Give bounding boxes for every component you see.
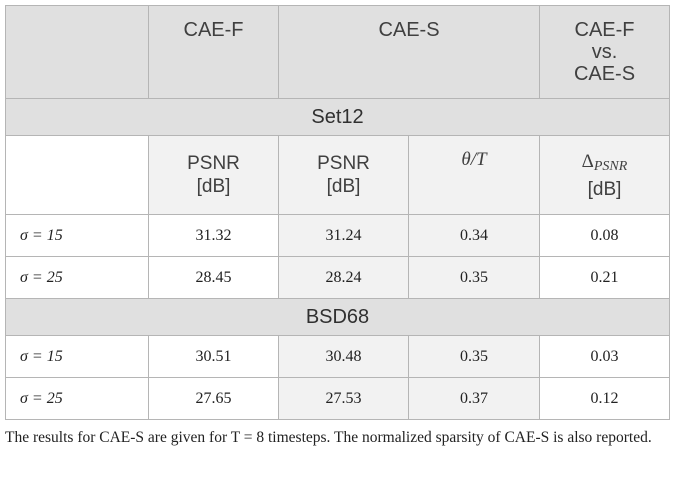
header-cae-f: CAE-F — [148, 5, 279, 99]
sigma-cell: σ = 15 — [5, 214, 149, 257]
subheader-empty-cell — [5, 135, 149, 215]
psnr-f-cell: 27.65 — [148, 377, 279, 420]
psnr-f-cell: 28.45 — [148, 256, 279, 299]
psnr-s-cell: 27.53 — [278, 377, 409, 420]
psnr-s-cell: 31.24 — [278, 214, 409, 257]
delta-cell: 0.03 — [539, 335, 670, 378]
header-cae-s: CAE-S — [278, 5, 540, 99]
theta-cell: 0.37 — [408, 377, 540, 420]
psnr-s-cell: 28.24 — [278, 256, 409, 299]
header-cae-f-vs-cae-s: CAE-F vs. CAE-S — [539, 5, 670, 99]
table-row: σ = 25 28.45 28.24 0.35 0.21 — [5, 256, 670, 299]
header-vs-line3: CAE-S — [573, 63, 636, 85]
sigma-cell: σ = 25 — [5, 377, 149, 420]
table-row: σ = 15 31.32 31.24 0.34 0.08 — [5, 214, 670, 257]
results-table: CAE-F CAE-S CAE-F vs. CAE-S Set12 PSNR [d… — [5, 5, 670, 420]
sigma-cell: σ = 15 — [5, 335, 149, 378]
theta-cell: 0.35 — [408, 256, 540, 299]
subheader-theta: θ/T — [408, 135, 540, 215]
subheader-row: PSNR [dB] PSNR [dB] θ/T ΔPSNR [dB] — [5, 135, 670, 215]
table-row: σ = 15 30.51 30.48 0.35 0.03 — [5, 335, 670, 378]
header-empty-cell — [5, 5, 149, 99]
theta-cell: 0.34 — [408, 214, 540, 257]
delta-cell: 0.21 — [539, 256, 670, 299]
table-footnote: The results for CAE-S are given for T = … — [5, 429, 652, 446]
psnr-f-cell: 30.51 — [148, 335, 279, 378]
subheader-psnr-s: PSNR [dB] — [278, 135, 409, 215]
psnr-f-cell: 31.32 — [148, 214, 279, 257]
header-vs-line2: vs. — [591, 41, 618, 63]
delta-cell: 0.12 — [539, 377, 670, 420]
header-row: CAE-F CAE-S CAE-F vs. CAE-S — [5, 5, 670, 99]
header-vs-line1: CAE-F — [574, 19, 635, 41]
section-row-bsd68: BSD68 — [5, 298, 670, 336]
subheader-psnr-f: PSNR [dB] — [148, 135, 279, 215]
section-title: Set12 — [5, 98, 670, 136]
delta-cell: 0.08 — [539, 214, 670, 257]
sigma-cell: σ = 25 — [5, 256, 149, 299]
subheader-delta: ΔPSNR [dB] — [539, 135, 670, 215]
section-row-set12: Set12 — [5, 98, 670, 136]
theta-cell: 0.35 — [408, 335, 540, 378]
section-title: BSD68 — [5, 298, 670, 336]
psnr-s-cell: 30.48 — [278, 335, 409, 378]
table-row: σ = 25 27.65 27.53 0.37 0.12 — [5, 377, 670, 420]
